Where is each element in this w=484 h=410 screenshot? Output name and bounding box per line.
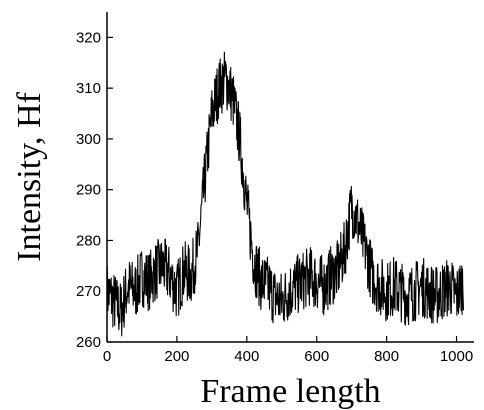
x-tick-label: 200 [164,348,189,365]
y-tick-label: 310 [76,80,101,97]
x-tick-label: 600 [304,348,329,365]
series-layer [106,51,465,337]
x-tick-label: 0 [103,348,111,365]
y-tick-label: 320 [76,29,101,46]
x-tick-label: 400 [234,348,259,365]
y-tick-label: 300 [76,131,101,148]
x-axis-title: Frame length [200,373,380,410]
y-axis-title: Intensity, Hf [11,91,48,261]
y-tick-label: 290 [76,182,101,199]
x-tick-label: 800 [374,348,399,365]
ticks-layer: 0 200 400 600 800 1000 260 270 280 290 300 310 320 [76,29,473,365]
intensity-series-line [106,51,465,337]
y-tick-label: 260 [76,334,101,351]
axes-layer [106,12,474,343]
x-tick-label: 1000 [440,348,473,365]
y-tick-label: 270 [76,283,101,300]
y-tick-label: 280 [76,232,101,249]
